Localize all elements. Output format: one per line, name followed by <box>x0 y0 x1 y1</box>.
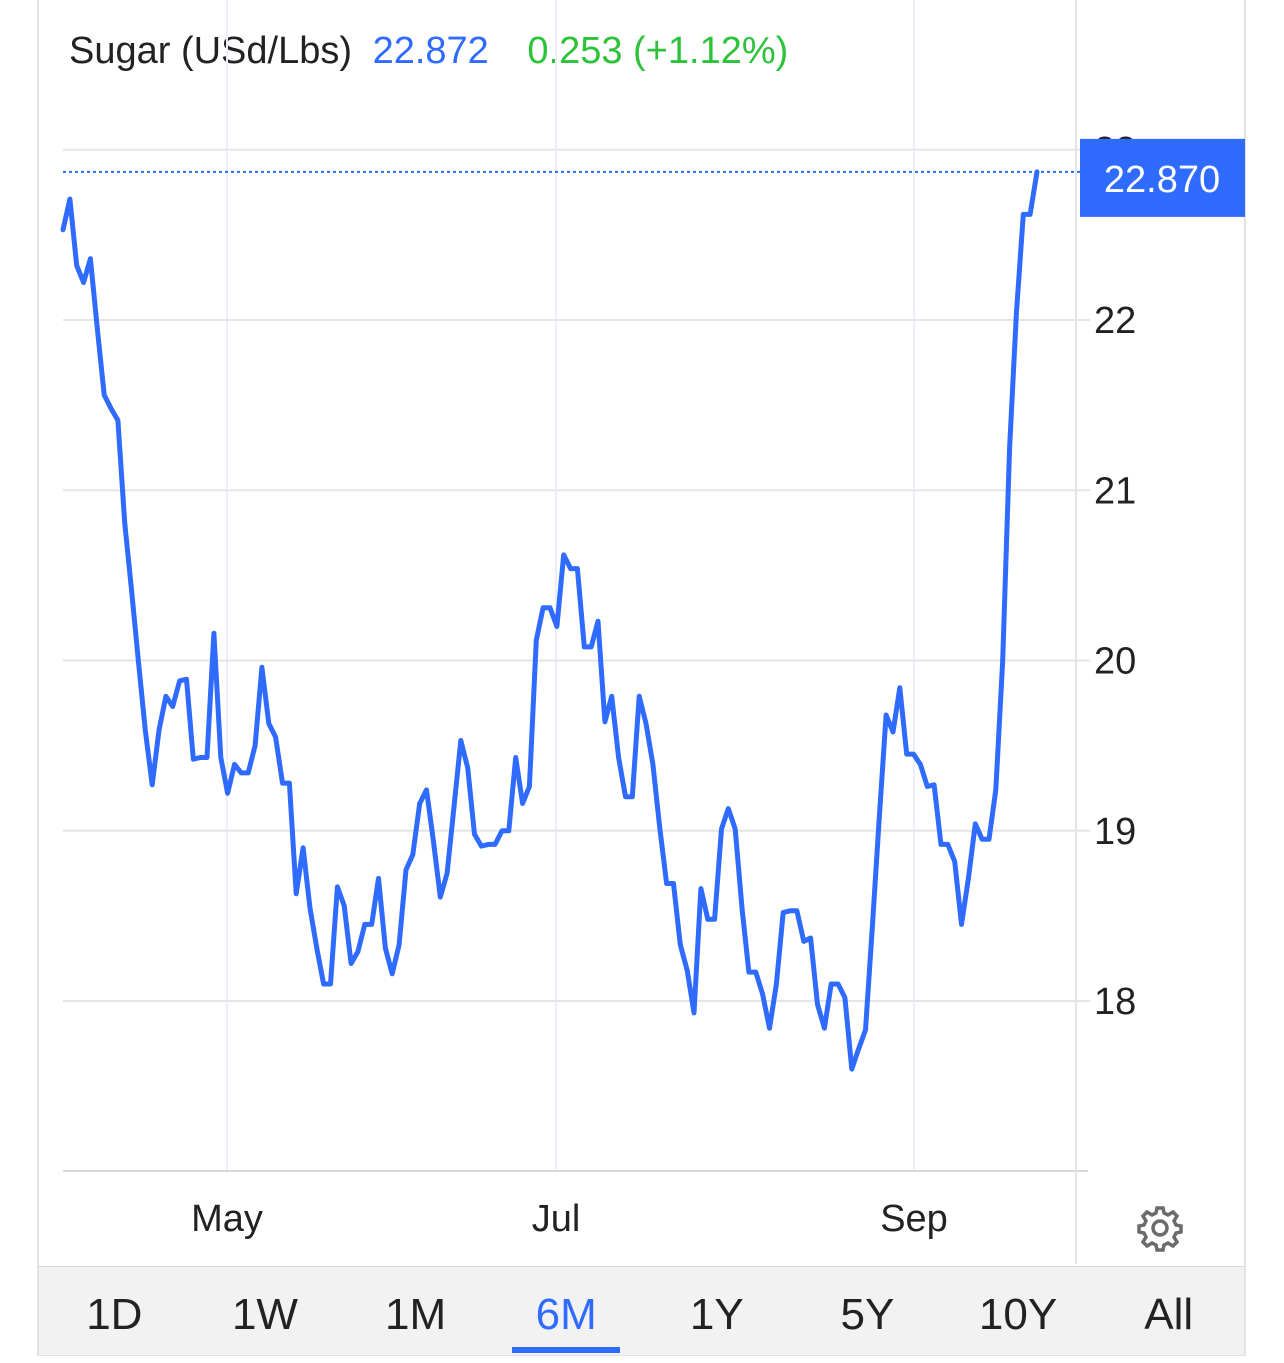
y-axis-ticks: 181920212223 <box>1094 130 1136 1023</box>
tab-1y[interactable]: 1Y <box>689 1290 744 1339</box>
last-price-label: 22.870 <box>1104 159 1220 201</box>
vertical-grid <box>226 0 915 1171</box>
y-tick-label: 19 <box>1094 811 1136 853</box>
y-tick-label: 22 <box>1094 300 1136 342</box>
tab-5y[interactable]: 5Y <box>840 1290 895 1339</box>
gear-icon <box>1137 1206 1183 1252</box>
current-price: 22.872 <box>372 30 489 72</box>
x-axis-ticks: May Jul Sep <box>191 1198 948 1240</box>
settings-button[interactable] <box>1136 1204 1184 1252</box>
x-tick-label: Sep <box>880 1198 948 1240</box>
x-tick-label: May <box>191 1198 263 1240</box>
timeframe-tabs: 1D 1W 1M 6M 1Y 5Y 10Y All <box>39 1266 1244 1355</box>
chart-header: Sugar (USd/Lbs) 22.872 0.253 (+1.12%) <box>69 30 788 73</box>
tab-6m[interactable]: 6M <box>491 1267 642 1355</box>
y-tick-label: 20 <box>1094 641 1136 683</box>
x-tick-label: Jul <box>532 1198 581 1240</box>
instrument-name: Sugar (USd/Lbs) <box>69 30 353 72</box>
tab-10y[interactable]: 10Y <box>978 1290 1058 1339</box>
last-price-badge: 22.870 <box>1080 138 1245 217</box>
chart-frame <box>37 0 1246 1356</box>
tab-1w[interactable]: 1W <box>231 1290 298 1339</box>
y-tick-label: 18 <box>1094 981 1136 1023</box>
y-tick-label: 21 <box>1094 470 1136 512</box>
tab-1d[interactable]: 1D <box>86 1290 143 1339</box>
series-line-sugar[interactable] <box>60 169 1040 1072</box>
tab-1m[interactable]: 1M <box>385 1290 447 1339</box>
price-change: 0.253 (+1.12%) <box>527 30 789 72</box>
horizontal-grid <box>63 0 1090 1264</box>
tab-all[interactable]: All <box>1144 1290 1194 1339</box>
